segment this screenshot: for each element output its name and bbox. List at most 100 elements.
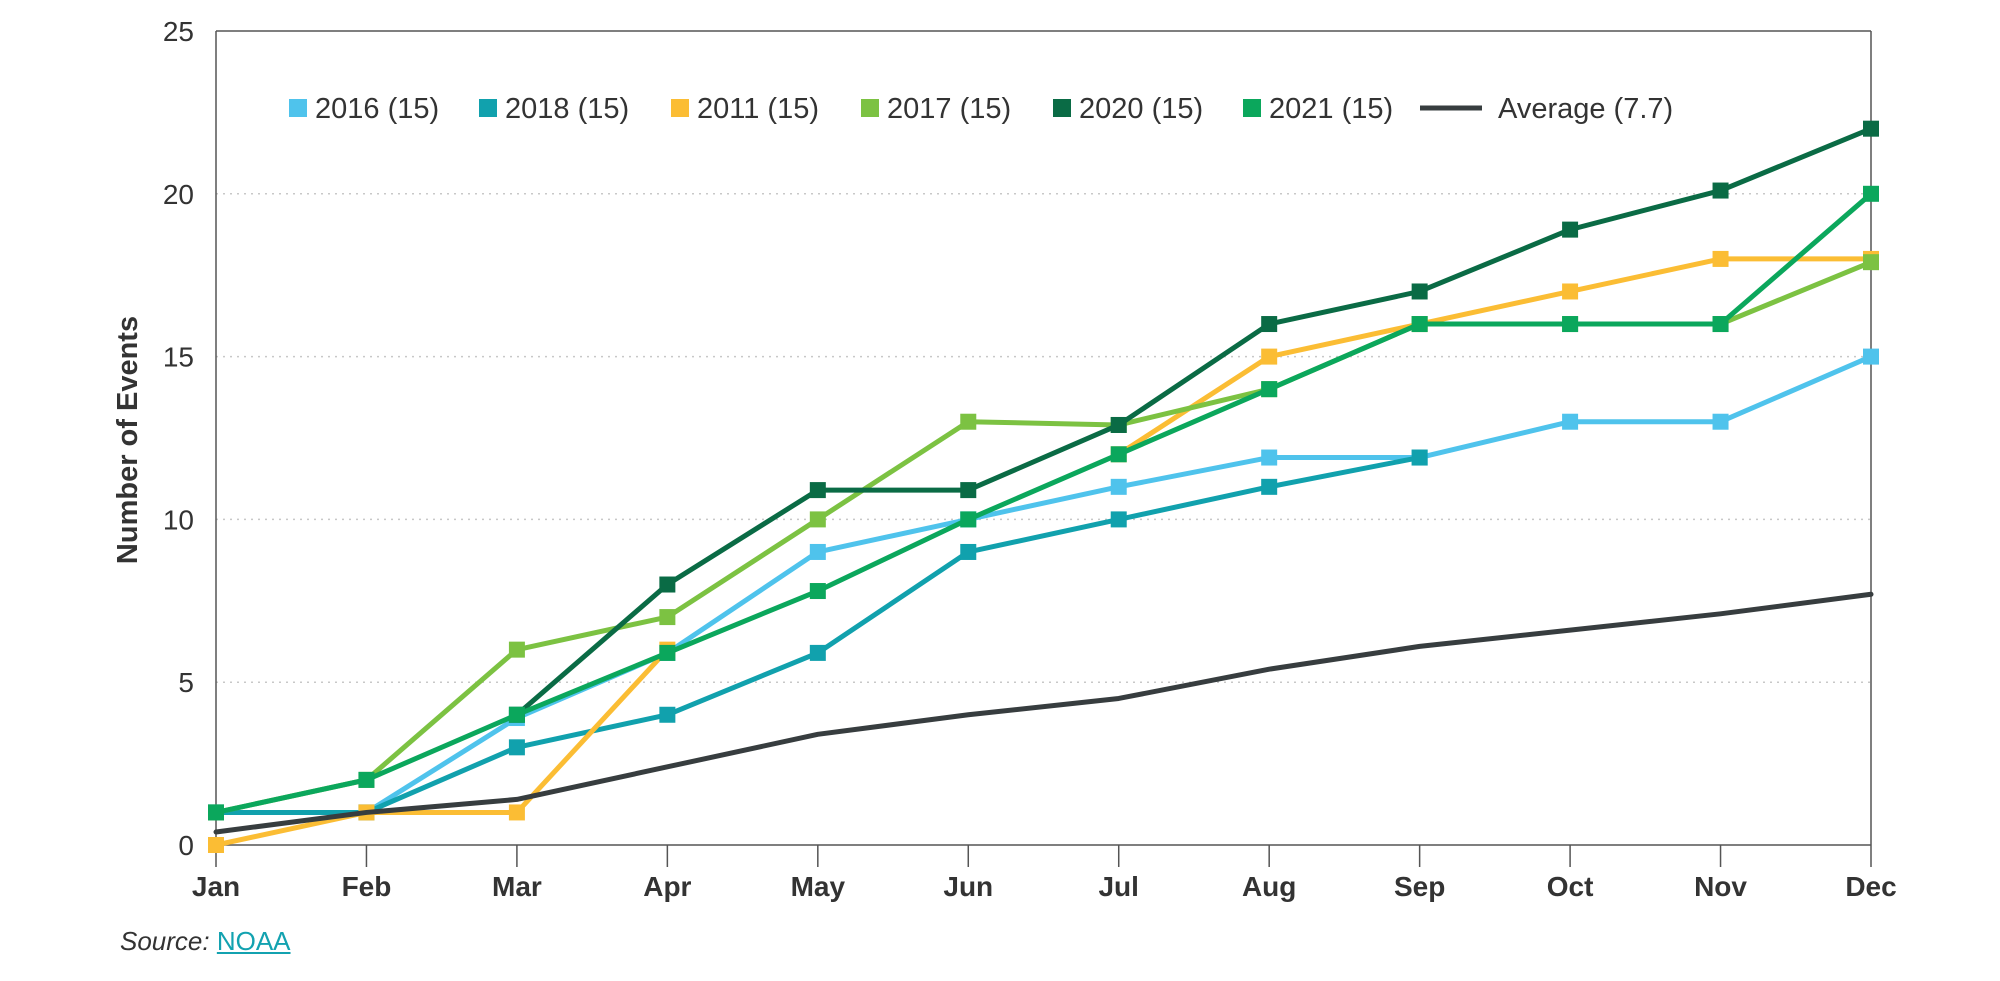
series-line-2018 bbox=[213, 455, 1423, 815]
x-tick-label-oct: Oct bbox=[1547, 871, 1594, 902]
x-tick-label-jul: Jul bbox=[1098, 871, 1138, 902]
series-line-2016 bbox=[213, 354, 1874, 815]
data-point-2021-oct bbox=[1562, 316, 1579, 333]
legend-swatch-2018 bbox=[479, 99, 497, 117]
series-line-2020 bbox=[514, 126, 1874, 718]
data-point-2020-oct bbox=[1562, 221, 1579, 238]
data-point-2017-dec bbox=[1863, 254, 1879, 271]
data-point-2021-mar bbox=[508, 706, 525, 723]
data-point-2017-jun bbox=[960, 413, 977, 430]
legend-swatch-2011 bbox=[671, 99, 689, 117]
legend-item-2011: 2011 (15) bbox=[671, 93, 819, 125]
y-tick-label-20: 20 bbox=[163, 179, 194, 210]
data-point-2011-nov bbox=[1712, 250, 1729, 267]
data-point-2011-mar bbox=[508, 804, 525, 821]
series-line-2011-0 bbox=[213, 647, 670, 848]
data-point-2020-may bbox=[809, 482, 826, 499]
data-point-2021-nov bbox=[1712, 316, 1729, 333]
legend-item-2021: 2021 (15) bbox=[1243, 93, 1393, 125]
x-tick-label-may: May bbox=[791, 871, 846, 902]
data-point-2016-dec bbox=[1863, 348, 1879, 365]
legend-label-average: Average (7.7) bbox=[1498, 93, 1673, 125]
data-point-2016-oct bbox=[1562, 413, 1579, 430]
series-line-2011-1 bbox=[1116, 256, 1874, 457]
legend-item-2016: 2016 (15) bbox=[289, 93, 439, 125]
data-point-2018-jun bbox=[960, 543, 977, 560]
legend-label-2018: 2018 (15) bbox=[505, 93, 629, 125]
data-point-2018-jul bbox=[1110, 511, 1127, 528]
gridlines bbox=[216, 193, 1871, 683]
data-point-2018-may bbox=[809, 644, 826, 661]
x-tick-label-feb: Feb bbox=[342, 871, 392, 902]
data-point-2021-jun bbox=[960, 511, 977, 528]
legend-label-2017: 2017 (15) bbox=[887, 93, 1011, 125]
y-tick-label-15: 15 bbox=[163, 342, 194, 373]
legend-label-2011: 2011 (15) bbox=[697, 93, 819, 125]
y-tick-label-0: 0 bbox=[178, 830, 194, 861]
legend-item-average: Average (7.7) bbox=[1420, 93, 1673, 125]
axes: 0 5 10 15 20 25 Jan Feb Mar Apr May Jun Jul Aug Sep Oct… bbox=[163, 16, 1897, 902]
data-point-2020-nov bbox=[1712, 182, 1729, 199]
legend-swatch-2017 bbox=[861, 99, 879, 117]
data-point-2018-mar bbox=[508, 739, 525, 756]
data-point-2020-jul bbox=[1110, 416, 1127, 433]
data-point-2020-dec bbox=[1863, 120, 1879, 137]
data-point-2021-sep bbox=[1411, 316, 1428, 333]
data-point-2017-mar bbox=[508, 641, 525, 658]
legend-label-2021: 2021 (15) bbox=[1269, 93, 1393, 125]
series-line-average bbox=[213, 591, 1874, 835]
x-tick-label-dec: Dec bbox=[1845, 871, 1896, 902]
x-tick-label-jun: Jun bbox=[943, 871, 993, 902]
data-point-2021-dec bbox=[1863, 185, 1879, 202]
x-tick-label-sep: Sep bbox=[1394, 871, 1445, 902]
data-point-2017-apr bbox=[659, 609, 676, 626]
source-note: Source: NOAA bbox=[120, 926, 291, 957]
data-point-2021-jul bbox=[1110, 446, 1127, 463]
legend-swatch-2020 bbox=[1053, 99, 1071, 117]
series-2016 bbox=[208, 348, 1879, 821]
x-tick-label-mar: Mar bbox=[492, 871, 542, 902]
data-point-2020-apr bbox=[659, 576, 676, 593]
data-point-2021-apr bbox=[659, 644, 676, 661]
legend-item-2020: 2020 (15) bbox=[1053, 93, 1203, 125]
data-point-2011-aug bbox=[1261, 348, 1278, 365]
x-tick-label-apr: Apr bbox=[643, 871, 691, 902]
x-tick-label-nov: Nov bbox=[1694, 871, 1747, 902]
data-point-2018-aug bbox=[1261, 478, 1278, 495]
data-point-2016-may bbox=[809, 543, 826, 560]
legend-label-2020: 2020 (15) bbox=[1079, 93, 1203, 125]
series-average bbox=[213, 591, 1874, 835]
data-point-2018-sep bbox=[1411, 449, 1428, 466]
legend-item-2017: 2017 (15) bbox=[861, 93, 1011, 125]
series-2018 bbox=[208, 449, 1428, 821]
source-prefix: Source: bbox=[120, 926, 210, 956]
data-point-2011-oct bbox=[1562, 283, 1579, 300]
y-tick-label-25: 25 bbox=[163, 16, 194, 47]
data-point-2016-aug bbox=[1261, 449, 1278, 466]
legend-label-2016: 2016 (15) bbox=[315, 93, 439, 125]
data-point-2021-aug bbox=[1261, 381, 1278, 398]
y-tick-label-10: 10 bbox=[163, 504, 194, 535]
data-point-2017-may bbox=[809, 511, 826, 528]
series-2021 bbox=[208, 185, 1879, 821]
data-point-2021-feb bbox=[358, 771, 375, 788]
source-link[interactable]: NOAA bbox=[216, 926, 291, 956]
data-point-2016-nov bbox=[1712, 413, 1729, 430]
y-tick-label-5: 5 bbox=[178, 667, 194, 698]
data-point-2018-apr bbox=[659, 706, 676, 723]
y-axis-title: Number of Events bbox=[112, 316, 144, 564]
data-point-2016-jul bbox=[1110, 478, 1127, 495]
data-point-2021-jan bbox=[208, 804, 224, 821]
series-2011 bbox=[208, 250, 1879, 853]
legend: 2016 (15) 2018 (15) 2011 (15) 2017 (15) 2020… bbox=[289, 93, 1673, 125]
x-tick-label-jan: Jan bbox=[192, 871, 240, 902]
series-2020 bbox=[508, 120, 1879, 723]
data-point-2020-jun bbox=[960, 482, 977, 499]
series-lines bbox=[208, 120, 1879, 853]
legend-swatch-2021 bbox=[1243, 99, 1261, 117]
x-tick-label-aug: Aug bbox=[1242, 871, 1296, 902]
data-point-2021-may bbox=[809, 583, 826, 600]
data-point-2020-sep bbox=[1411, 283, 1428, 300]
legend-swatch-2016 bbox=[289, 99, 307, 117]
